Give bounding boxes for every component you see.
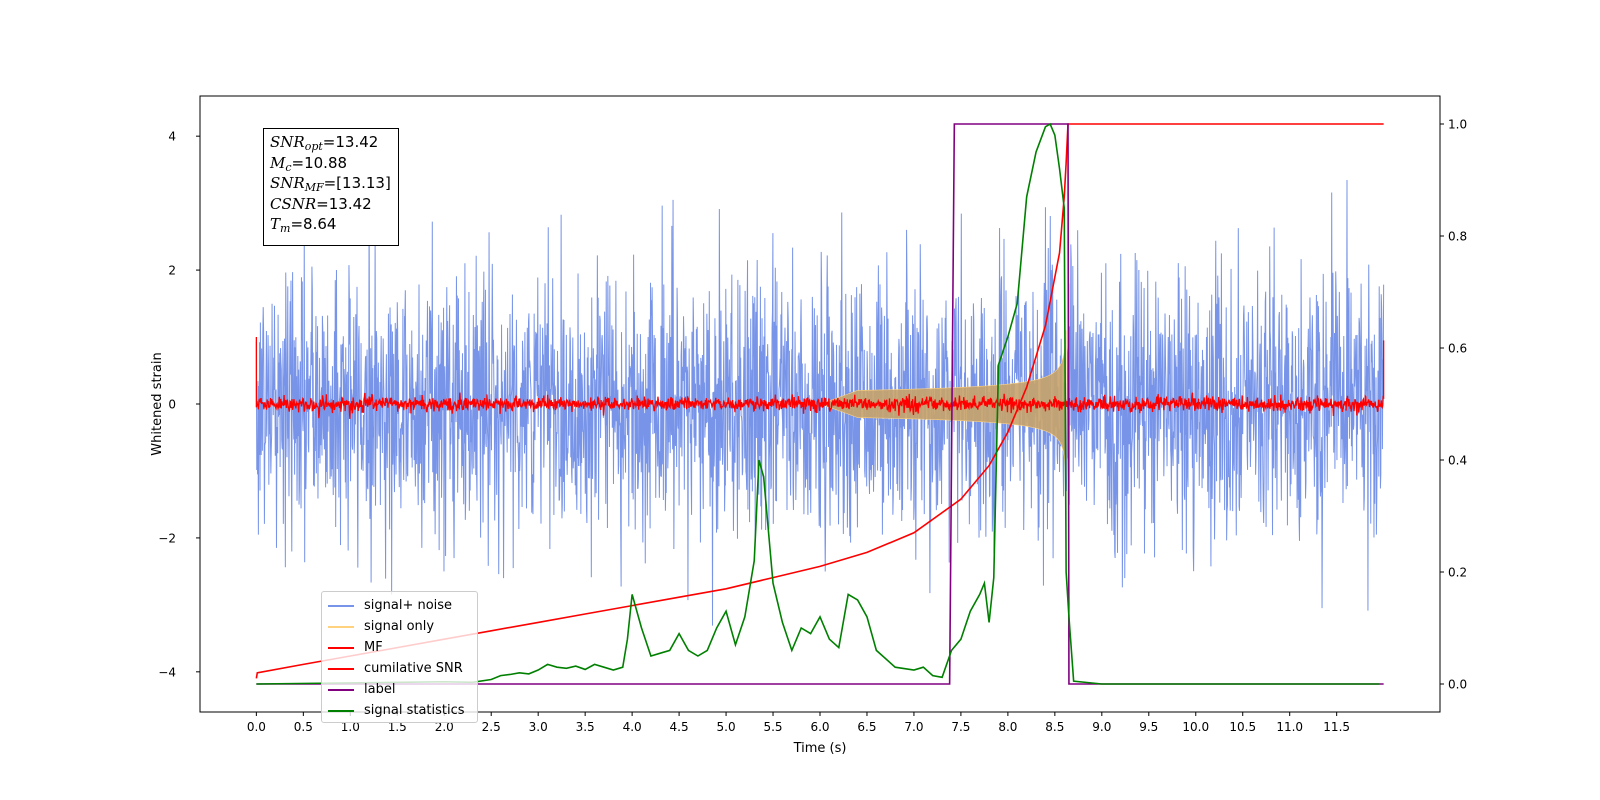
x-tick-label: 1.0	[341, 720, 360, 734]
y-right-tick-label: 0.0	[1448, 678, 1467, 692]
x-axis-label: Time (s)	[793, 741, 847, 756]
legend-entry-label: label	[328, 679, 477, 700]
x-tick-label: 0.5	[294, 720, 313, 734]
legend-label-signal-plus-noise: signal+ noise	[364, 598, 453, 613]
y-left-tick-label: 0	[168, 398, 176, 412]
x-tick-label: 9.0	[1092, 720, 1111, 734]
x-tick-label: 3.5	[576, 720, 595, 734]
x-tick-label: 11.0	[1276, 720, 1303, 734]
legend-swatch-cumilative-snr	[328, 667, 354, 670]
x-tick-label: 9.5	[1139, 720, 1158, 734]
annotation-snr-opt-value: =13.42	[322, 133, 379, 151]
x-tick-label: 6.5	[857, 720, 876, 734]
annotation-snr-mf: SNRMF=[13.13]	[270, 174, 391, 194]
x-tick-label: 11.5	[1323, 720, 1350, 734]
legend-entry-signal-only: signal only	[328, 616, 477, 637]
y-left-tick-label: −4	[158, 665, 176, 679]
y-left-tick-label: 4	[168, 130, 176, 144]
y-axis-left: −4 −2 0 2 4	[158, 130, 200, 679]
x-tick-label: 3.0	[529, 720, 548, 734]
annotation-snr-mf-value: =[13.13]	[323, 174, 391, 192]
series-mf-line	[255, 337, 1385, 419]
y-right-tick-label: 0.4	[1448, 454, 1467, 468]
legend-entry-cumilative-snr: cumilative SNR	[328, 658, 477, 679]
annotation-csnr-value: =13.42	[316, 194, 372, 213]
y-right-tick-label: 1.0	[1448, 118, 1467, 132]
x-tick-label: 5.0	[717, 720, 736, 734]
x-tick-label: 2.0	[435, 720, 454, 734]
y-left-tick-label: 2	[168, 264, 176, 278]
annotation-tm-value: =8.64	[290, 215, 337, 233]
legend-swatch-signal-plus-noise	[328, 604, 354, 607]
legend-label-signal-statistics: signal statistics	[364, 703, 465, 718]
x-tick-label: 10.0	[1182, 720, 1209, 734]
legend-swatch-signal-statistics	[328, 709, 354, 712]
x-tick-label: 2.5	[482, 720, 501, 734]
legend-swatch-mf	[328, 646, 354, 649]
y-axis-right: 0.0 0.2 0.4 0.6 0.8 1.0	[1440, 118, 1467, 692]
series-signal-plus-noise-line	[255, 179, 1385, 626]
snr-annotation-box: SNRopt=13.42 Mc=10.88 SNRMF=[13.13] CSNR…	[263, 128, 399, 246]
legend-swatch-label	[328, 688, 354, 691]
legend-label-cumilative-snr: cumilative SNR	[364, 661, 463, 676]
legend-entry-signal-statistics: signal statistics	[328, 700, 477, 721]
x-axis: 0.0 0.5 1.0 1.5 2.0 2.5 3.0 3.5 4.0 4.5 5.0 5.5 6.0 6…	[247, 712, 1350, 734]
legend-label-signal-only: signal only	[364, 619, 435, 634]
legend-entry-mf: MF	[328, 637, 477, 658]
x-tick-label: 0.0	[247, 720, 266, 734]
legend-label-label: label	[364, 682, 396, 697]
x-tick-label: 5.5	[763, 720, 782, 734]
annotation-tm: Tm=8.64	[270, 215, 337, 235]
legend-label-mf: MF	[364, 640, 383, 655]
annotation-snr-opt: SNRopt=13.42	[270, 133, 379, 153]
x-tick-label: 8.0	[998, 720, 1017, 734]
y-right-tick-label: 0.8	[1448, 230, 1467, 244]
x-tick-label: 4.5	[670, 720, 689, 734]
y-right-tick-label: 0.6	[1448, 342, 1467, 356]
annotation-csnr: CSNR=13.42	[270, 194, 372, 213]
x-tick-label: 1.5	[388, 720, 407, 734]
y-axis-left-label: Whitened strain	[150, 352, 165, 455]
x-tick-label: 8.5	[1045, 720, 1064, 734]
x-tick-label: 4.0	[623, 720, 642, 734]
x-tick-label: 7.0	[904, 720, 923, 734]
x-tick-label: 6.0	[810, 720, 829, 734]
legend-entry-signal-plus-noise: signal+ noise	[328, 595, 477, 616]
annotation-mc: Mc=10.88	[270, 153, 348, 174]
y-right-tick-label: 0.2	[1448, 566, 1467, 580]
annotation-mc-value: =10.88	[291, 153, 348, 172]
legend: signal+ noise signal only MF cumilative …	[321, 591, 478, 723]
x-tick-label: 7.5	[951, 720, 970, 734]
legend-swatch-signal-only	[328, 625, 354, 628]
y-left-tick-label: −2	[158, 531, 176, 545]
series-signal-statistics-line	[256, 122, 1379, 685]
x-tick-label: 10.5	[1229, 720, 1256, 734]
